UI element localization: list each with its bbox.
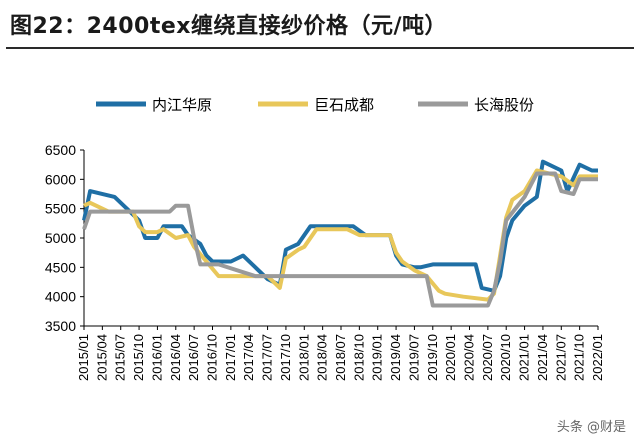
legend-label: 长海股份 bbox=[474, 96, 534, 114]
x-tick-label: 2017/01 bbox=[223, 334, 238, 381]
legend-label: 巨石成都 bbox=[314, 96, 374, 114]
y-tick-label: 6000 bbox=[45, 171, 76, 187]
x-tick-label: 2019/10 bbox=[425, 334, 440, 381]
series-lines bbox=[82, 159, 598, 308]
chart-title: 图22：2400tex缠绕直接纱价格（元/吨） bbox=[10, 14, 448, 39]
x-tick-label: 2020/01 bbox=[443, 334, 458, 381]
x-tick-label: 2019/04 bbox=[388, 334, 403, 381]
x-tick-label: 2016/10 bbox=[205, 334, 220, 381]
series-line-2 bbox=[83, 168, 598, 302]
x-tick-label: 2016/07 bbox=[186, 334, 201, 381]
x-tick-label: 2021/10 bbox=[572, 334, 587, 381]
x-tick-label: 2015/07 bbox=[113, 334, 128, 381]
watermark: 头条 @财是 bbox=[556, 420, 626, 435]
legend-label: 内江华原 bbox=[152, 96, 212, 114]
x-tick-label: 2018/04 bbox=[315, 334, 330, 381]
x-tick-label: 2019/01 bbox=[370, 334, 385, 381]
y-tick-label: 6500 bbox=[45, 142, 76, 158]
series-line-3 bbox=[82, 171, 598, 308]
legend: 内江华原 巨石成都 长海股份 bbox=[96, 96, 534, 114]
x-tick-label: 2018/10 bbox=[351, 334, 366, 381]
y-axis-ticks: 3500 4000 4500 5000 5500 6000 6500 bbox=[45, 142, 84, 334]
x-tick-label: 2015/04 bbox=[94, 334, 109, 381]
x-tick-label: 2018/01 bbox=[296, 334, 311, 381]
x-tick-label: 2020/04 bbox=[462, 334, 477, 381]
x-tick-label: 2021/01 bbox=[517, 334, 532, 381]
x-tick-label: 2017/10 bbox=[278, 334, 293, 381]
x-tick-label: 2019/07 bbox=[406, 334, 421, 381]
x-tick-label: 2015/01 bbox=[76, 334, 91, 381]
x-tick-label: 2016/01 bbox=[149, 334, 164, 381]
x-tick-label: 2015/10 bbox=[131, 334, 146, 381]
y-tick-label: 3500 bbox=[45, 318, 76, 334]
x-tick-label: 2020/07 bbox=[480, 334, 495, 381]
y-tick-label: 4500 bbox=[45, 259, 76, 275]
x-tick-label: 2021/07 bbox=[553, 334, 568, 381]
x-tick-label: 2020/10 bbox=[498, 334, 513, 381]
y-tick-label: 5000 bbox=[45, 230, 76, 246]
x-tick-label: 2016/04 bbox=[168, 334, 183, 381]
x-tick-label: 2018/07 bbox=[333, 334, 348, 381]
x-tick-label: 2021/04 bbox=[535, 334, 550, 381]
x-tick-label: 2022/01 bbox=[590, 334, 605, 381]
x-axis-ticks: 2015/01 2015/04 2015/07 2015/10 2016/01 2016/… bbox=[76, 326, 605, 381]
axes bbox=[83, 150, 598, 327]
y-tick-label: 5500 bbox=[45, 201, 76, 217]
x-tick-label: 2017/07 bbox=[260, 334, 275, 381]
title-divider bbox=[6, 47, 634, 49]
y-tick-label: 4000 bbox=[45, 289, 76, 305]
series-line-1 bbox=[82, 159, 598, 293]
x-tick-label: 2017/04 bbox=[241, 334, 256, 381]
